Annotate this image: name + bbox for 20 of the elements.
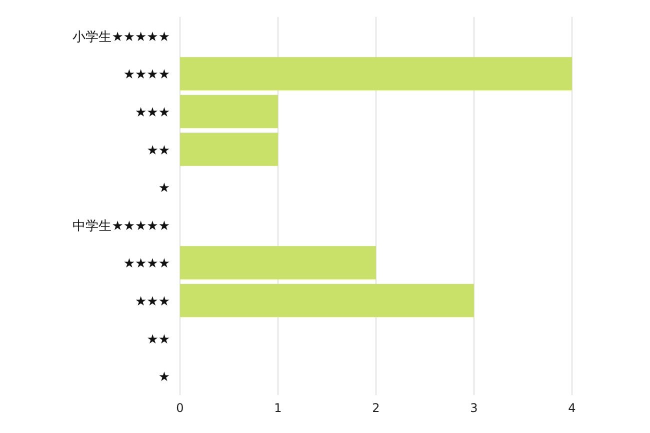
x-tick-label: 3 <box>470 401 478 415</box>
x-tick-label: 0 <box>176 401 184 415</box>
y-tick-label: ★★ <box>146 143 170 158</box>
bar <box>180 94 278 128</box>
x-tick-label: 1 <box>274 401 282 415</box>
y-tick-label: ★★★★ <box>123 256 170 272</box>
y-tick-label: 中学生★★★★★ <box>72 218 170 234</box>
bar <box>180 284 474 318</box>
y-tick-label: ★★ <box>146 332 170 348</box>
x-tick-label: 4 <box>568 401 576 415</box>
y-tick-label: ★ <box>158 181 170 196</box>
bar <box>180 246 376 280</box>
x-tick-label: 2 <box>372 401 380 415</box>
y-tick-label: ★★★ <box>135 294 170 310</box>
y-tick-label: ★★★ <box>135 106 170 120</box>
y-tick-label: ★★★★ <box>123 68 170 83</box>
y-tick-label: ★ <box>158 370 170 386</box>
bar <box>180 132 278 166</box>
y-tick-label: 小学生★★★★★ <box>72 30 170 45</box>
bar <box>180 57 572 90</box>
